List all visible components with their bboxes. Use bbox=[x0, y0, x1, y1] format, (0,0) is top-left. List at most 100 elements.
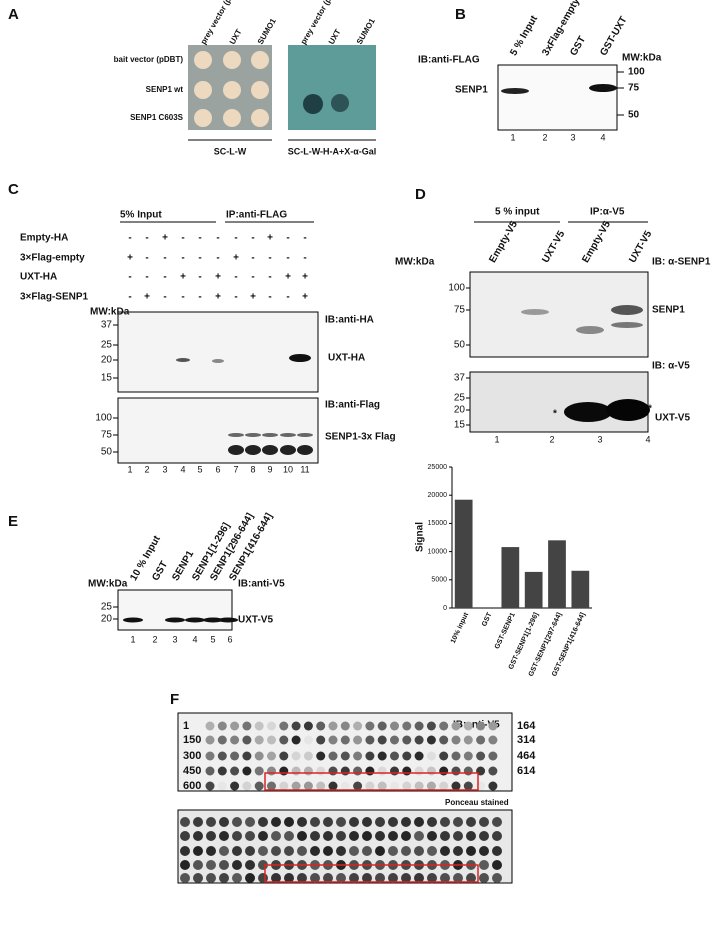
dot bbox=[453, 831, 463, 841]
dot bbox=[451, 766, 461, 776]
dot bbox=[271, 846, 281, 856]
dot bbox=[340, 735, 350, 745]
dot bbox=[492, 846, 502, 856]
dot bbox=[336, 831, 346, 841]
dot bbox=[245, 831, 255, 841]
antibody-label: IB:anti-HA bbox=[325, 315, 374, 326]
dot bbox=[492, 817, 502, 827]
dot bbox=[279, 781, 289, 791]
sign: - bbox=[268, 272, 271, 283]
colony bbox=[251, 109, 269, 127]
sign: - bbox=[286, 233, 289, 244]
dot bbox=[271, 873, 281, 883]
row-label: SENP1 wt bbox=[146, 85, 184, 94]
dot bbox=[414, 721, 424, 731]
mw-tick: 25 bbox=[101, 340, 113, 351]
dot bbox=[439, 781, 449, 791]
dot bbox=[267, 766, 276, 776]
dot bbox=[271, 817, 281, 827]
mw-title: MW:kDa bbox=[395, 257, 435, 268]
lane-number: 3 bbox=[162, 464, 167, 474]
dot bbox=[316, 721, 326, 731]
sign: + bbox=[162, 233, 168, 244]
dot bbox=[205, 735, 215, 745]
dot bbox=[254, 766, 264, 776]
group-label: 5 % input bbox=[495, 207, 540, 218]
dot bbox=[193, 831, 203, 841]
lane-number: 1 bbox=[510, 132, 515, 142]
column-label: GST bbox=[150, 560, 170, 583]
star: * bbox=[648, 404, 652, 415]
dot bbox=[388, 817, 398, 827]
sign: + bbox=[233, 253, 239, 264]
sign: - bbox=[286, 253, 289, 264]
dot bbox=[328, 766, 338, 776]
mw-tick: 50 bbox=[101, 447, 113, 458]
antibody-label: IB: α-SENP1 bbox=[652, 257, 711, 268]
band bbox=[606, 399, 650, 421]
dot bbox=[414, 735, 424, 745]
band bbox=[564, 402, 612, 422]
stain-label: Ponceau stained bbox=[445, 798, 509, 807]
mw-tick: 75 bbox=[101, 430, 113, 441]
dot bbox=[390, 781, 399, 791]
lane-number: 2 bbox=[152, 634, 157, 644]
sign: - bbox=[268, 253, 271, 264]
band bbox=[611, 322, 643, 328]
mw-tick: 20 bbox=[454, 405, 466, 416]
band bbox=[501, 88, 529, 94]
dot bbox=[232, 831, 242, 841]
sign: + bbox=[127, 253, 133, 264]
dot bbox=[310, 817, 320, 827]
dot bbox=[340, 781, 350, 791]
dot bbox=[242, 766, 252, 776]
dot bbox=[365, 751, 375, 761]
dot bbox=[336, 846, 346, 856]
bar bbox=[524, 571, 543, 608]
lane-number: 7 bbox=[233, 464, 238, 474]
column-label: UXT-V5 bbox=[540, 229, 567, 265]
band bbox=[611, 305, 643, 315]
lane-number: 9 bbox=[267, 464, 272, 474]
dot bbox=[488, 721, 498, 731]
column-label: UXT bbox=[327, 28, 343, 46]
blot bbox=[497, 64, 618, 131]
lane-number: 4 bbox=[192, 634, 197, 644]
dot bbox=[402, 721, 412, 731]
sign: + bbox=[215, 272, 221, 283]
row-label: 3×Flag-SENP1 bbox=[20, 292, 89, 303]
mw-tick: 50 bbox=[628, 110, 640, 121]
bar bbox=[548, 540, 566, 608]
band bbox=[165, 617, 185, 623]
dot bbox=[414, 873, 424, 883]
dot bbox=[242, 781, 252, 791]
plate bbox=[288, 45, 376, 130]
dot bbox=[439, 735, 449, 745]
lane-number: 3 bbox=[172, 634, 177, 644]
dot bbox=[488, 735, 498, 745]
dot bbox=[377, 751, 387, 761]
dot bbox=[402, 766, 412, 776]
dot bbox=[353, 721, 363, 731]
sign: - bbox=[128, 272, 131, 283]
mw-tick: 50 bbox=[454, 340, 466, 351]
sign: + bbox=[302, 292, 308, 303]
lane-number: 2 bbox=[549, 434, 554, 444]
dot bbox=[328, 781, 338, 791]
dot bbox=[479, 831, 489, 841]
column-label: SUMO1 bbox=[256, 16, 278, 46]
dot bbox=[375, 846, 385, 856]
dot bbox=[206, 846, 216, 856]
dot bbox=[193, 873, 203, 883]
dot bbox=[390, 766, 399, 776]
dot bbox=[479, 873, 489, 883]
mw-tick: 20 bbox=[101, 355, 113, 366]
dot bbox=[451, 721, 461, 731]
mw-tick: 100 bbox=[628, 67, 645, 78]
dot bbox=[402, 735, 412, 745]
mw-tick: 15 bbox=[101, 373, 113, 384]
dot bbox=[463, 766, 473, 776]
row-label: UXT-HA bbox=[20, 272, 57, 283]
dot bbox=[193, 860, 203, 870]
